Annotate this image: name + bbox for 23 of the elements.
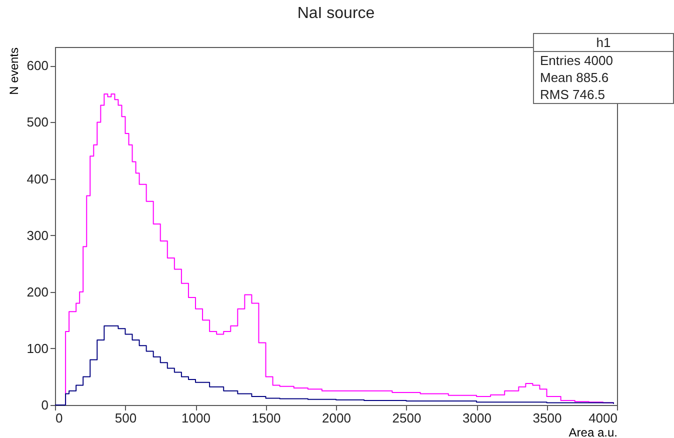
x-axis-title: Area a.u. <box>568 426 618 438</box>
y-tick-label: 300 <box>26 228 48 243</box>
x-tick-label: 3500 <box>532 410 562 426</box>
x-tick-label: 500 <box>114 410 137 426</box>
y-tick-label: 600 <box>26 58 48 74</box>
x-tick-label: 2500 <box>392 410 422 426</box>
x-tick-label: 0 <box>56 410 63 426</box>
y-tick-label: 0 <box>41 398 48 412</box>
y-tick-label: 100 <box>26 340 48 356</box>
y-tick-label: 200 <box>26 284 48 300</box>
x-tick-label: 1000 <box>182 410 210 426</box>
x-tick-label: 4000 <box>588 410 618 426</box>
y-tick-label: 500 <box>26 114 48 130</box>
x-tick-label: 1500 <box>252 410 281 426</box>
annotation: h1 <box>534 34 673 52</box>
annotation: Mean 885.6 <box>539 69 610 86</box>
chart-title: NaI source <box>297 5 375 22</box>
x-tick-label: 2000 <box>322 410 351 426</box>
annotation: Entries 4000 <box>539 52 614 69</box>
y-tick-label: 400 <box>26 171 48 186</box>
annotation: RMS 746.5 <box>539 86 606 103</box>
y-axis-title: N events <box>6 48 21 95</box>
x-tick-label: 3000 <box>462 410 492 426</box>
